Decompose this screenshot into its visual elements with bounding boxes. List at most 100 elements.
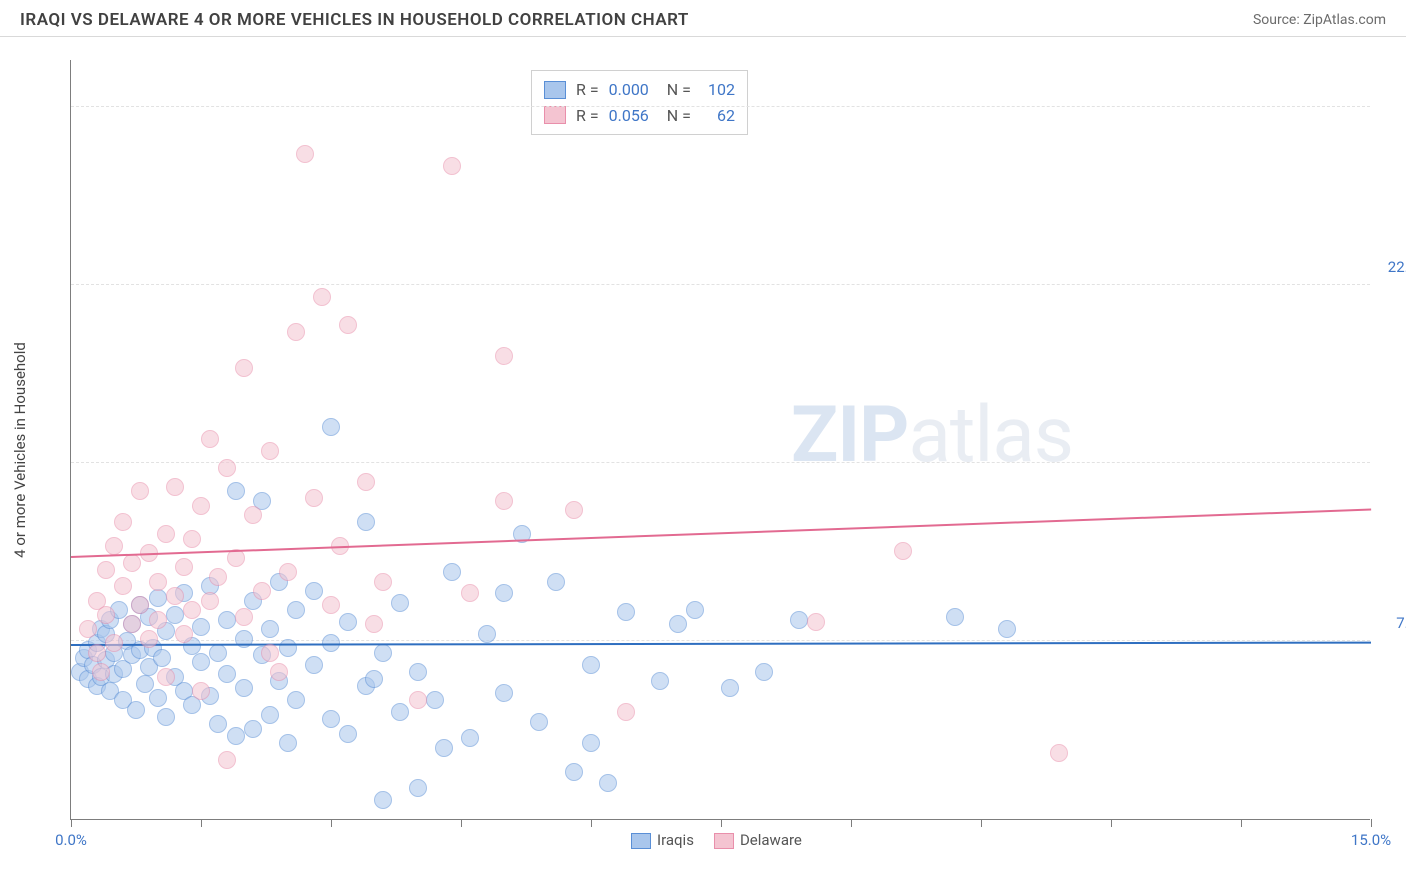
data-point [114,513,132,531]
data-point [123,615,141,633]
data-point [443,157,461,175]
legend-swatch [544,106,566,124]
data-point [270,663,288,681]
data-point [105,537,123,555]
data-point [149,573,167,591]
data-point [175,558,193,576]
data-point [322,710,340,728]
plot-area: ZIPatlas R =0.000N =102R =0.056N =62 Ira… [70,60,1370,820]
data-point [296,145,314,163]
x-tick [461,819,462,827]
data-point [279,563,297,581]
legend-item: Iraqis [631,831,694,849]
data-point [617,603,635,621]
data-point [131,482,149,500]
data-point [374,573,392,591]
data-point [790,611,808,629]
y-tick-label: 22.5% [1388,258,1406,276]
data-point [599,774,617,792]
legend-row: R =0.000N =102 [544,77,735,103]
x-tick-label: 0.0% [55,831,87,849]
x-tick [71,819,72,827]
data-point [261,644,279,662]
data-point [183,530,201,548]
data-point [435,739,453,757]
data-point [582,656,600,674]
data-point [365,670,383,688]
series-legend: Iraqis Delaware [631,831,802,849]
data-point [209,568,227,586]
chart-container: 4 or more Vehicles in Household ZIPatlas… [50,50,1390,850]
y-tick-label: 7.5% [1396,614,1406,632]
x-tick [981,819,982,827]
data-point [1050,744,1068,762]
legend-item: Delaware [714,831,802,849]
data-point [218,611,236,629]
data-point [157,525,175,543]
gridline [71,462,1370,463]
data-point [166,606,184,624]
data-point [114,577,132,595]
trend-line [71,508,1371,557]
watermark: ZIPatlas [791,390,1073,481]
data-point [894,542,912,560]
data-point [235,359,253,377]
legend-label: Delaware [740,831,802,849]
data-point [166,478,184,496]
data-point [183,601,201,619]
data-point [97,606,115,624]
data-point [305,656,323,674]
data-point [192,497,210,515]
data-point [495,684,513,702]
data-point [461,729,479,747]
legend-swatch [631,833,651,849]
x-tick [851,819,852,827]
data-point [157,668,175,686]
data-point [530,713,548,731]
x-tick [1111,819,1112,827]
data-point [287,323,305,341]
data-point [755,663,773,681]
x-tick [1371,819,1372,827]
x-tick [1241,819,1242,827]
correlation-legend: R =0.000N =102R =0.056N =62 [531,70,748,135]
data-point [365,615,383,633]
legend-swatch [714,833,734,849]
data-point [218,751,236,769]
data-point [235,608,253,626]
data-point [279,734,297,752]
source-attribution: Source: ZipAtlas.com [1253,12,1386,28]
data-point [339,613,357,631]
data-point [131,596,149,614]
data-point [651,672,669,690]
data-point [305,582,323,600]
gridline [71,640,1370,641]
data-point [127,701,145,719]
data-point [261,620,279,638]
data-point [140,630,158,648]
data-point [201,430,219,448]
data-point [244,506,262,524]
data-point [227,482,245,500]
data-point [92,663,110,681]
data-point [218,665,236,683]
data-point [157,708,175,726]
data-point [357,473,375,491]
data-point [287,601,305,619]
data-point [261,706,279,724]
data-point [175,625,193,643]
data-point [149,589,167,607]
data-point [946,608,964,626]
data-point [235,679,253,697]
data-point [79,620,97,638]
data-point [105,634,123,652]
data-point [495,492,513,510]
data-point [495,347,513,365]
data-point [192,618,210,636]
data-point [209,644,227,662]
data-point [201,592,219,610]
data-point [547,573,565,591]
data-point [461,584,479,602]
data-point [261,442,279,460]
data-point [244,720,262,738]
